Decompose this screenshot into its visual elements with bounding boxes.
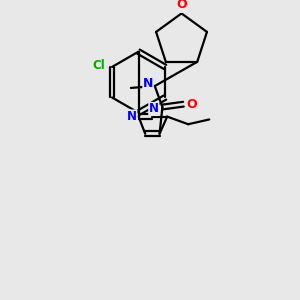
Text: Cl: Cl <box>92 58 105 71</box>
Text: N: N <box>149 103 159 116</box>
Text: O: O <box>176 0 187 11</box>
Text: N: N <box>127 110 137 123</box>
Text: N: N <box>143 77 153 90</box>
Text: O: O <box>187 98 197 111</box>
